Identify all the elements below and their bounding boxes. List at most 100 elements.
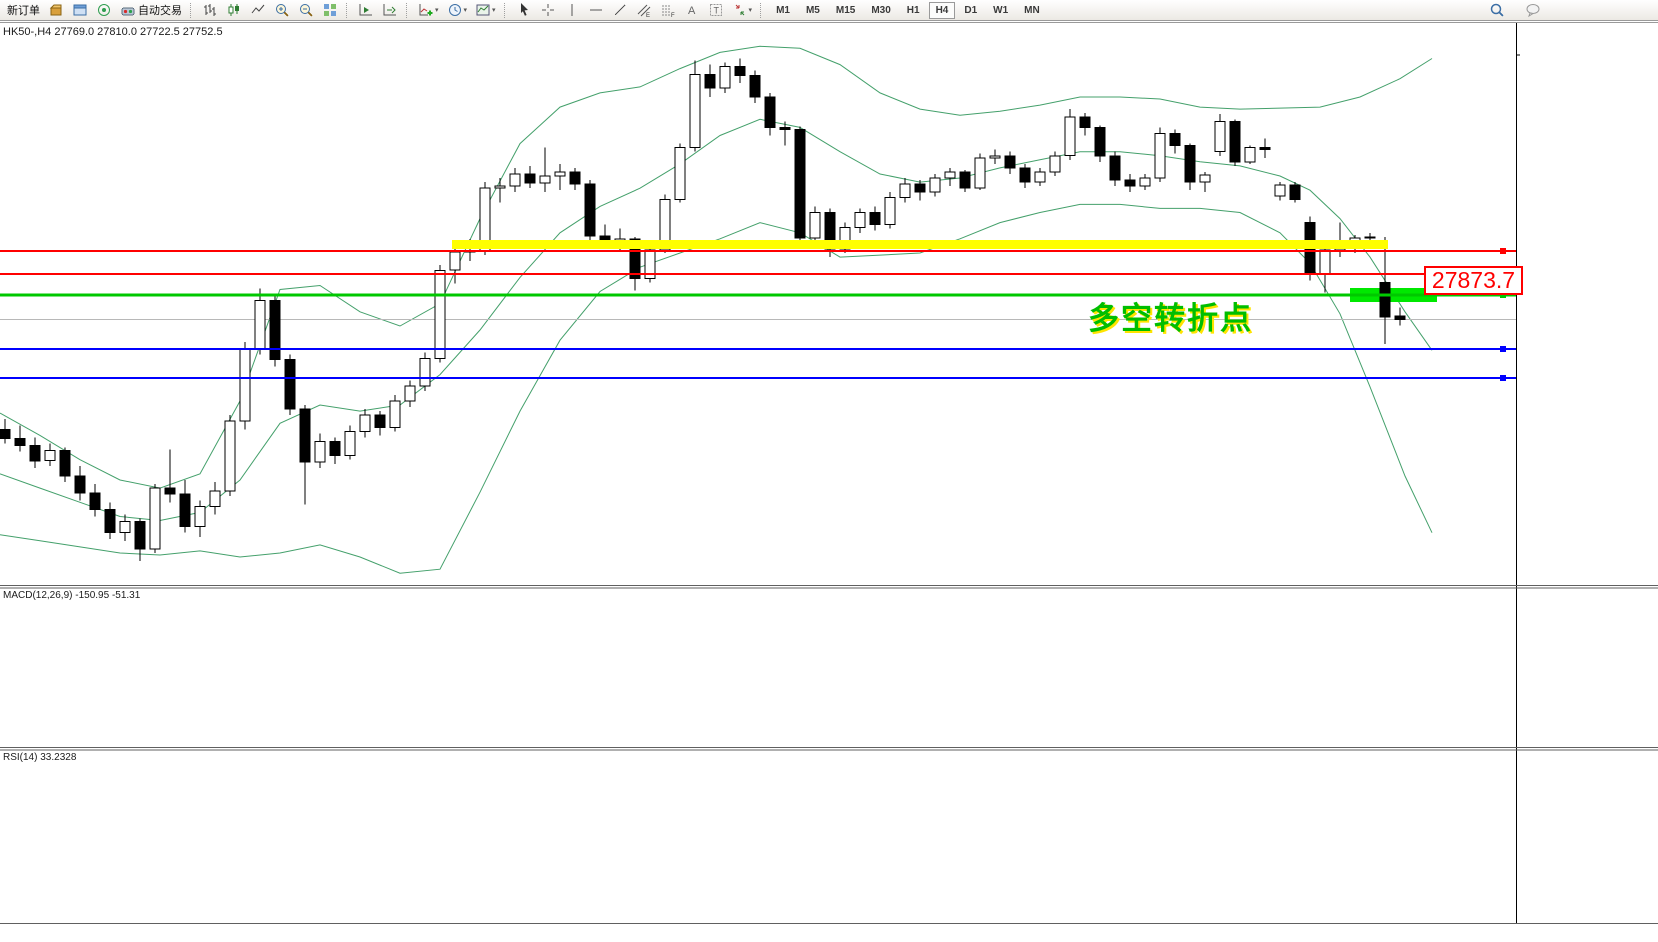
timeframe-button-h4[interactable]: H4	[928, 1, 956, 19]
candle-up	[44, 450, 56, 462]
chart-shift-icon[interactable]	[378, 0, 402, 20]
turning-point-annotation[interactable]: 多空转折点	[1088, 301, 1253, 336]
cursor-icon[interactable]	[512, 0, 536, 20]
candle-up	[974, 157, 986, 189]
candle-down	[299, 408, 311, 463]
timeframe-button-w1[interactable]: W1	[993, 4, 1009, 16]
dropdown-arrow-icon[interactable]: ▾	[463, 7, 468, 14]
candle-down	[764, 96, 776, 128]
candle-up	[494, 185, 506, 189]
candle-up	[809, 212, 821, 239]
price-callout-box[interactable]: 27873.7	[1424, 266, 1523, 295]
yellow-band-annotation[interactable]	[452, 240, 1388, 249]
bar-chart-icon[interactable]	[198, 0, 222, 20]
candle-up	[1034, 171, 1046, 183]
candle-down	[1124, 179, 1136, 187]
tile-windows-icon[interactable]	[318, 0, 342, 20]
toolbar: 新订单 自动交易 ▾ ▾ ▾ E F A T ▾ M1 M5 M15 M30 H1 H4 D1 W1 MN	[0, 0, 1658, 21]
candle-down	[869, 212, 881, 226]
linechart-glyph	[251, 4, 265, 14]
candle-down	[584, 183, 596, 237]
equidistant-channel-icon[interactable]: E	[632, 0, 656, 20]
candle-up	[899, 183, 911, 198]
toolbar-separator	[406, 2, 410, 18]
templates-icon[interactable]: ▾	[471, 0, 500, 20]
line-chart-icon[interactable]	[246, 0, 270, 20]
candle-up	[389, 400, 401, 428]
line-drag-handle[interactable]	[1500, 346, 1506, 353]
timeframe-button-m15[interactable]: M15	[835, 4, 856, 16]
dropdown-arrow-icon[interactable]: ▾	[748, 7, 753, 14]
chat-icon[interactable]	[1521, 0, 1545, 20]
candle-down	[794, 128, 806, 239]
textT-glyph: T	[709, 4, 722, 16]
timeframe-button-mn[interactable]: MN	[1024, 4, 1040, 16]
crosshair-icon[interactable]	[536, 0, 560, 20]
candle-up	[254, 300, 266, 350]
candle-up	[539, 175, 551, 184]
timeframe-button-m30[interactable]: M30	[871, 4, 891, 16]
search-icon[interactable]	[1485, 0, 1509, 20]
indicators-glyph	[419, 4, 433, 16]
candle-up	[1364, 236, 1376, 239]
trendline-icon[interactable]	[608, 0, 632, 20]
candle-down	[1394, 315, 1406, 320]
dropdown-arrow-icon[interactable]: ▾	[435, 7, 439, 14]
candle-down	[1109, 155, 1121, 181]
indicators-icon[interactable]: ▾	[414, 0, 443, 20]
timeframe-button-d1[interactable]: D1	[964, 4, 978, 16]
text-icon[interactable]: A	[680, 0, 704, 20]
textA-glyph: A	[688, 5, 696, 17]
candle-up	[659, 198, 671, 251]
charts-profile-icon[interactable]	[44, 0, 68, 20]
timeframe-button-m1[interactable]: M1	[776, 4, 790, 16]
auto-scroll-icon[interactable]	[354, 0, 378, 20]
new-order-button[interactable]: 新订单	[1, 0, 44, 20]
line-drag-handle[interactable]	[1500, 248, 1506, 255]
text-label-icon[interactable]: T	[704, 0, 728, 20]
auto-trading-button[interactable]: 自动交易	[116, 0, 186, 20]
svg-text:T: T	[713, 6, 719, 16]
zoom-in-icon[interactable]	[270, 0, 294, 20]
crosshair-glyph	[541, 4, 554, 16]
candle-up	[209, 490, 221, 507]
dropdown-arrow-icon[interactable]: ▾	[492, 7, 496, 14]
signal-glyph	[98, 4, 110, 16]
zoom-out-icon[interactable]	[294, 0, 318, 20]
candle-up	[224, 420, 236, 492]
periods-icon[interactable]: ▾	[443, 0, 472, 20]
candle-down	[1379, 281, 1391, 318]
arrows-icon[interactable]: ▾	[728, 0, 757, 20]
horizontal-line-icon[interactable]	[584, 0, 608, 20]
candle-down	[1079, 116, 1091, 128]
timeframe-button-m5[interactable]: M5	[805, 4, 820, 16]
vertical-line-icon[interactable]	[560, 0, 584, 20]
timeframe-button-h1[interactable]: H1	[906, 4, 920, 16]
auto-trading-button-label: 自动交易	[138, 5, 182, 17]
candlestick-chart-icon[interactable]	[222, 0, 246, 20]
line-drag-handle[interactable]	[1500, 375, 1506, 382]
candle-up	[689, 74, 701, 149]
data-window-icon[interactable]	[68, 0, 92, 20]
fibonacci-icon[interactable]: F	[656, 0, 680, 20]
candle-down	[284, 358, 296, 410]
candle-up	[1049, 155, 1061, 173]
candle-down	[1259, 147, 1271, 151]
candle-down	[629, 238, 641, 279]
candle-down	[59, 450, 71, 477]
clock-glyph	[448, 4, 461, 16]
candle-up	[404, 385, 416, 402]
candles-glyph	[228, 4, 239, 16]
candle-down	[1184, 145, 1196, 183]
candle-up	[239, 348, 251, 422]
candle-down	[734, 66, 746, 77]
candle-up	[944, 171, 956, 179]
candle-up	[1214, 120, 1226, 153]
autoscroll-glyph	[359, 4, 372, 16]
market-watch-icon[interactable]	[92, 0, 116, 20]
candle-down	[1004, 155, 1016, 169]
candle-down	[329, 441, 341, 457]
bollinger-lower-band	[0, 203, 1433, 574]
